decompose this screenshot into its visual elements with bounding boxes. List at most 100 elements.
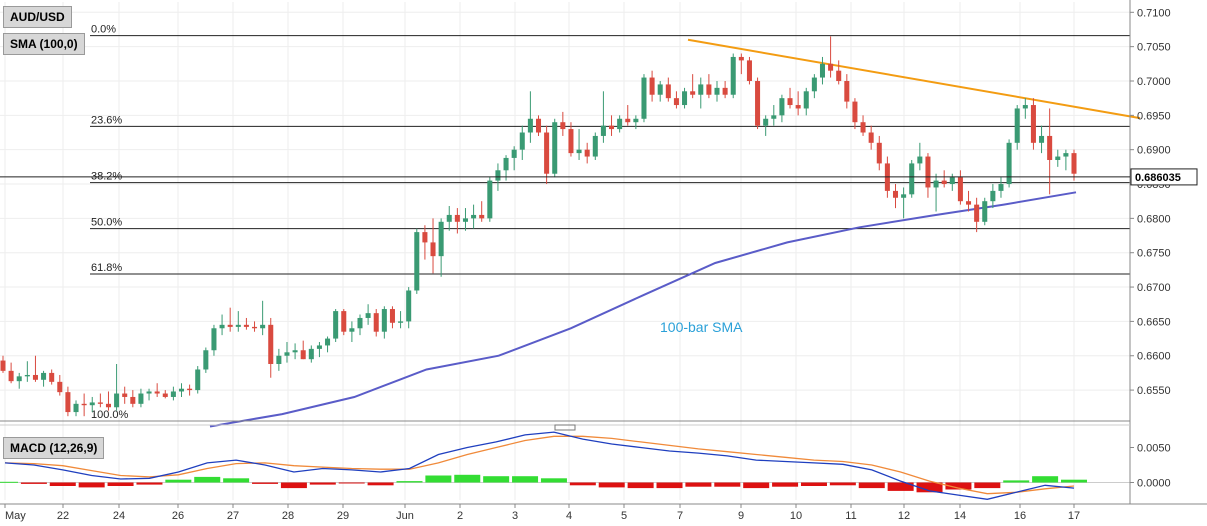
- candle-body: [357, 317, 363, 329]
- macd-histogram-bar: [107, 482, 134, 486]
- candle-body: [957, 177, 963, 202]
- candle-body: [479, 214, 485, 219]
- candle-body: [235, 324, 241, 327]
- candle-body: [714, 87, 720, 95]
- candle-body: [503, 157, 509, 171]
- fib-level-label: 100.0%: [91, 409, 129, 421]
- x-axis: May 22 24 26 27 28 29 Jun 2 3 4 5 7 9 10 11 12 14 16 17: [4, 504, 1080, 522]
- time-tick-label: 10: [790, 510, 802, 522]
- time-tick-label: 27: [227, 510, 239, 522]
- candle-body: [300, 350, 306, 360]
- candle-body: [633, 118, 639, 123]
- candle-body: [268, 324, 274, 364]
- macd-histogram-bar: [743, 482, 770, 489]
- price-tick-label: 0.6900: [1137, 145, 1171, 157]
- candle-body: [901, 194, 907, 198]
- candle-body: [755, 80, 761, 126]
- candle-body: [836, 70, 842, 81]
- candle-body: [544, 132, 550, 174]
- candle-body: [860, 122, 866, 133]
- fib-level-label: 61.8%: [91, 262, 122, 274]
- candle-body: [49, 372, 55, 382]
- candle-body: [1071, 153, 1077, 174]
- candle-body: [876, 142, 882, 164]
- candle-body: [406, 290, 412, 322]
- candle-body: [146, 391, 152, 394]
- candle-body: [284, 352, 290, 356]
- price-tick-label: 0.6950: [1137, 110, 1171, 122]
- candle-body: [941, 180, 947, 185]
- candle-body: [974, 204, 980, 222]
- fib-level-label: 23.6%: [91, 114, 122, 126]
- candle-body: [373, 313, 379, 332]
- candle-body: [698, 84, 704, 95]
- candle-body: [398, 321, 404, 323]
- macd-histogram-bar: [569, 482, 596, 486]
- time-tick-label: 9: [738, 510, 744, 522]
- candle-body: [471, 214, 477, 219]
- macd-histogram-bar: [887, 482, 914, 491]
- macd-histogram-bar: [772, 482, 799, 487]
- macd-histogram-bar: [223, 478, 250, 483]
- candle-body: [722, 87, 728, 95]
- macd-histogram-bar: [1032, 476, 1059, 483]
- candle-body: [105, 403, 111, 408]
- time-tick-label: 24: [113, 510, 125, 522]
- candle-body: [422, 232, 428, 243]
- macd-histogram-bar: [396, 481, 423, 483]
- candle-body: [0, 360, 6, 371]
- candle-body: [341, 311, 347, 332]
- candle-body: [763, 118, 769, 126]
- candle-body: [868, 132, 874, 143]
- time-tick-label: 3: [512, 510, 518, 522]
- macd-histogram-bar: [309, 482, 336, 485]
- macd-histogram-bar: [0, 481, 19, 483]
- candle-body: [195, 369, 201, 391]
- candle-body: [844, 80, 850, 102]
- macd-histogram-bar: [945, 482, 972, 490]
- candle-body: [852, 101, 858, 123]
- candle-body: [1030, 105, 1036, 143]
- candle-body: [617, 118, 623, 130]
- candle-body: [81, 403, 87, 406]
- fib-level-label: 0.0%: [91, 24, 116, 36]
- panel-resize-handle: [554, 424, 576, 431]
- macd-histogram-bar: [858, 482, 885, 489]
- candles: [0, 36, 1077, 417]
- resistance-trendline: [687, 38, 1141, 120]
- sma-100-line: [209, 191, 1077, 428]
- candle-body: [1014, 108, 1020, 143]
- candle-body: [446, 214, 452, 222]
- candle-body: [600, 125, 606, 136]
- candle-body: [252, 326, 258, 329]
- macd-histogram-bar: [598, 482, 625, 488]
- time-tick-label: 28: [282, 510, 294, 522]
- time-tick-label: 11: [845, 510, 856, 522]
- candle-body: [933, 180, 939, 188]
- candle-body: [584, 149, 590, 157]
- chart-frame: [0, 0, 1207, 505]
- macd-histogram-bar: [829, 482, 856, 486]
- candle-body: [187, 388, 193, 391]
- candle-body: [1039, 135, 1045, 143]
- candle-body: [730, 56, 736, 95]
- macd-line: [4, 431, 1075, 500]
- candle-body: [949, 177, 955, 185]
- macd-histogram-bar: [800, 482, 827, 486]
- candle-body: [673, 98, 679, 106]
- candle-body: [97, 402, 103, 404]
- y-axis: 0.71000.70500.70000.69500.69000.68500.68…: [0, 7, 1198, 490]
- macd-histogram-bar: [714, 482, 741, 487]
- candle-body: [738, 56, 744, 61]
- macd-histogram-bar: [425, 475, 452, 483]
- macd-histogram-bar: [1003, 480, 1030, 483]
- macd-histogram-bar: [916, 482, 943, 493]
- candle-body: [260, 324, 266, 329]
- candle-body: [746, 60, 752, 81]
- candle-body: [333, 311, 339, 339]
- time-tick-label: 17: [1068, 510, 1080, 522]
- price-tick-label: 0.6800: [1137, 213, 1171, 225]
- macd-histogram-bar: [49, 482, 76, 486]
- candle-body: [998, 184, 1004, 191]
- candle-body: [162, 393, 168, 397]
